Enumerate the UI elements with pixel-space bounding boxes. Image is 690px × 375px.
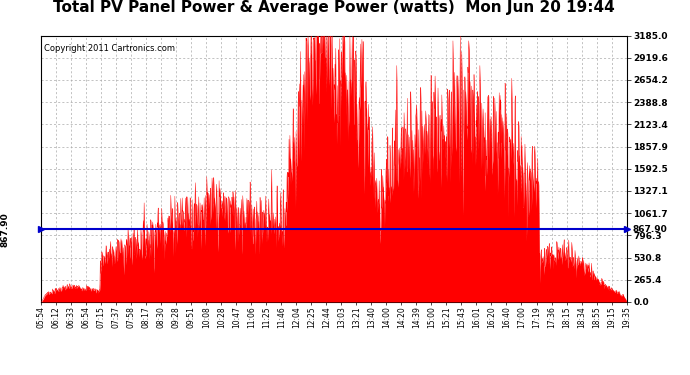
Text: Copyright 2011 Cartronics.com: Copyright 2011 Cartronics.com (44, 44, 175, 52)
Text: 867.90: 867.90 (632, 225, 667, 234)
Text: Total PV Panel Power & Average Power (watts)  Mon Jun 20 19:44: Total PV Panel Power & Average Power (wa… (53, 0, 615, 15)
Text: 867.90: 867.90 (1, 212, 10, 247)
